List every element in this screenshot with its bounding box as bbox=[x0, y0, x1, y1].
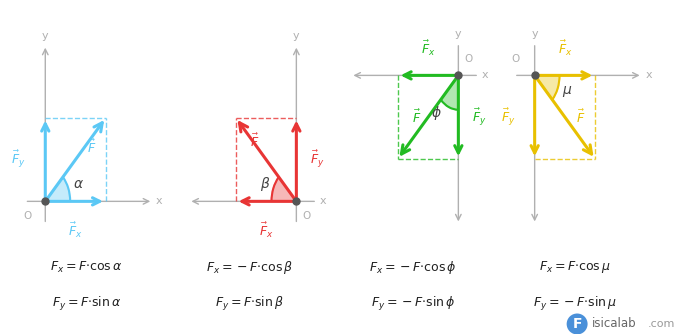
Text: y: y bbox=[455, 29, 462, 39]
Text: y: y bbox=[42, 31, 49, 41]
Text: $F_y = F{\cdot}\sin\beta$: $F_y = F{\cdot}\sin\beta$ bbox=[215, 295, 284, 313]
Text: $\alpha$: $\alpha$ bbox=[73, 177, 84, 191]
Text: $\vec{F}_x$: $\vec{F}_x$ bbox=[68, 220, 83, 240]
Polygon shape bbox=[45, 177, 70, 201]
Polygon shape bbox=[535, 75, 560, 100]
Text: x: x bbox=[320, 196, 327, 206]
Text: F: F bbox=[572, 317, 582, 331]
Text: y: y bbox=[531, 29, 538, 39]
Text: $\vec{F}$: $\vec{F}$ bbox=[250, 133, 259, 150]
Text: $\vec{F}$: $\vec{F}$ bbox=[86, 138, 96, 156]
Text: $F_x = F{\cdot}\cos\alpha$: $F_x = F{\cdot}\cos\alpha$ bbox=[50, 260, 123, 275]
Text: O: O bbox=[302, 210, 310, 220]
Text: $\vec{F}_y$: $\vec{F}_y$ bbox=[501, 107, 515, 128]
Text: $\phi$: $\phi$ bbox=[431, 105, 441, 122]
Text: $F_y = F{\cdot}\sin\alpha$: $F_y = F{\cdot}\sin\alpha$ bbox=[52, 295, 121, 313]
Text: isicalab: isicalab bbox=[592, 318, 637, 330]
Text: $\mu$: $\mu$ bbox=[562, 85, 572, 100]
Polygon shape bbox=[271, 177, 296, 201]
Text: $F_y = -F{\cdot}\sin\mu$: $F_y = -F{\cdot}\sin\mu$ bbox=[533, 295, 617, 313]
Text: O: O bbox=[23, 210, 32, 220]
Text: $\vec{F}_x$: $\vec{F}_x$ bbox=[259, 220, 273, 240]
Text: $F_x = F{\cdot}\cos\mu$: $F_x = F{\cdot}\cos\mu$ bbox=[539, 259, 611, 275]
Text: $F_x = -F{\cdot}\cos\beta$: $F_x = -F{\cdot}\cos\beta$ bbox=[206, 259, 294, 276]
Text: $\vec{F}_y$: $\vec{F}_y$ bbox=[310, 149, 325, 170]
Text: $\vec{F}_y$: $\vec{F}_y$ bbox=[11, 149, 26, 170]
Text: $\vec{F}_x$: $\vec{F}_x$ bbox=[421, 39, 435, 58]
Text: $F_y = -F{\cdot}\sin\phi$: $F_y = -F{\cdot}\sin\phi$ bbox=[371, 295, 455, 313]
Text: .com: .com bbox=[648, 319, 675, 329]
Text: $F_x = -F{\cdot}\cos\phi$: $F_x = -F{\cdot}\cos\phi$ bbox=[369, 259, 457, 276]
Text: $\beta$: $\beta$ bbox=[261, 175, 271, 193]
Polygon shape bbox=[441, 75, 458, 110]
Text: x: x bbox=[645, 70, 652, 80]
Text: x: x bbox=[156, 196, 163, 206]
Text: $\vec{F}$: $\vec{F}$ bbox=[576, 109, 585, 126]
Text: O: O bbox=[511, 54, 520, 64]
Text: y: y bbox=[293, 31, 300, 41]
Text: $\vec{F}$: $\vec{F}$ bbox=[412, 109, 421, 126]
Text: $\vec{F}_x$: $\vec{F}_x$ bbox=[558, 39, 572, 58]
Text: O: O bbox=[464, 54, 472, 64]
Text: x: x bbox=[482, 70, 489, 80]
Text: $\vec{F}_y$: $\vec{F}_y$ bbox=[472, 107, 487, 128]
